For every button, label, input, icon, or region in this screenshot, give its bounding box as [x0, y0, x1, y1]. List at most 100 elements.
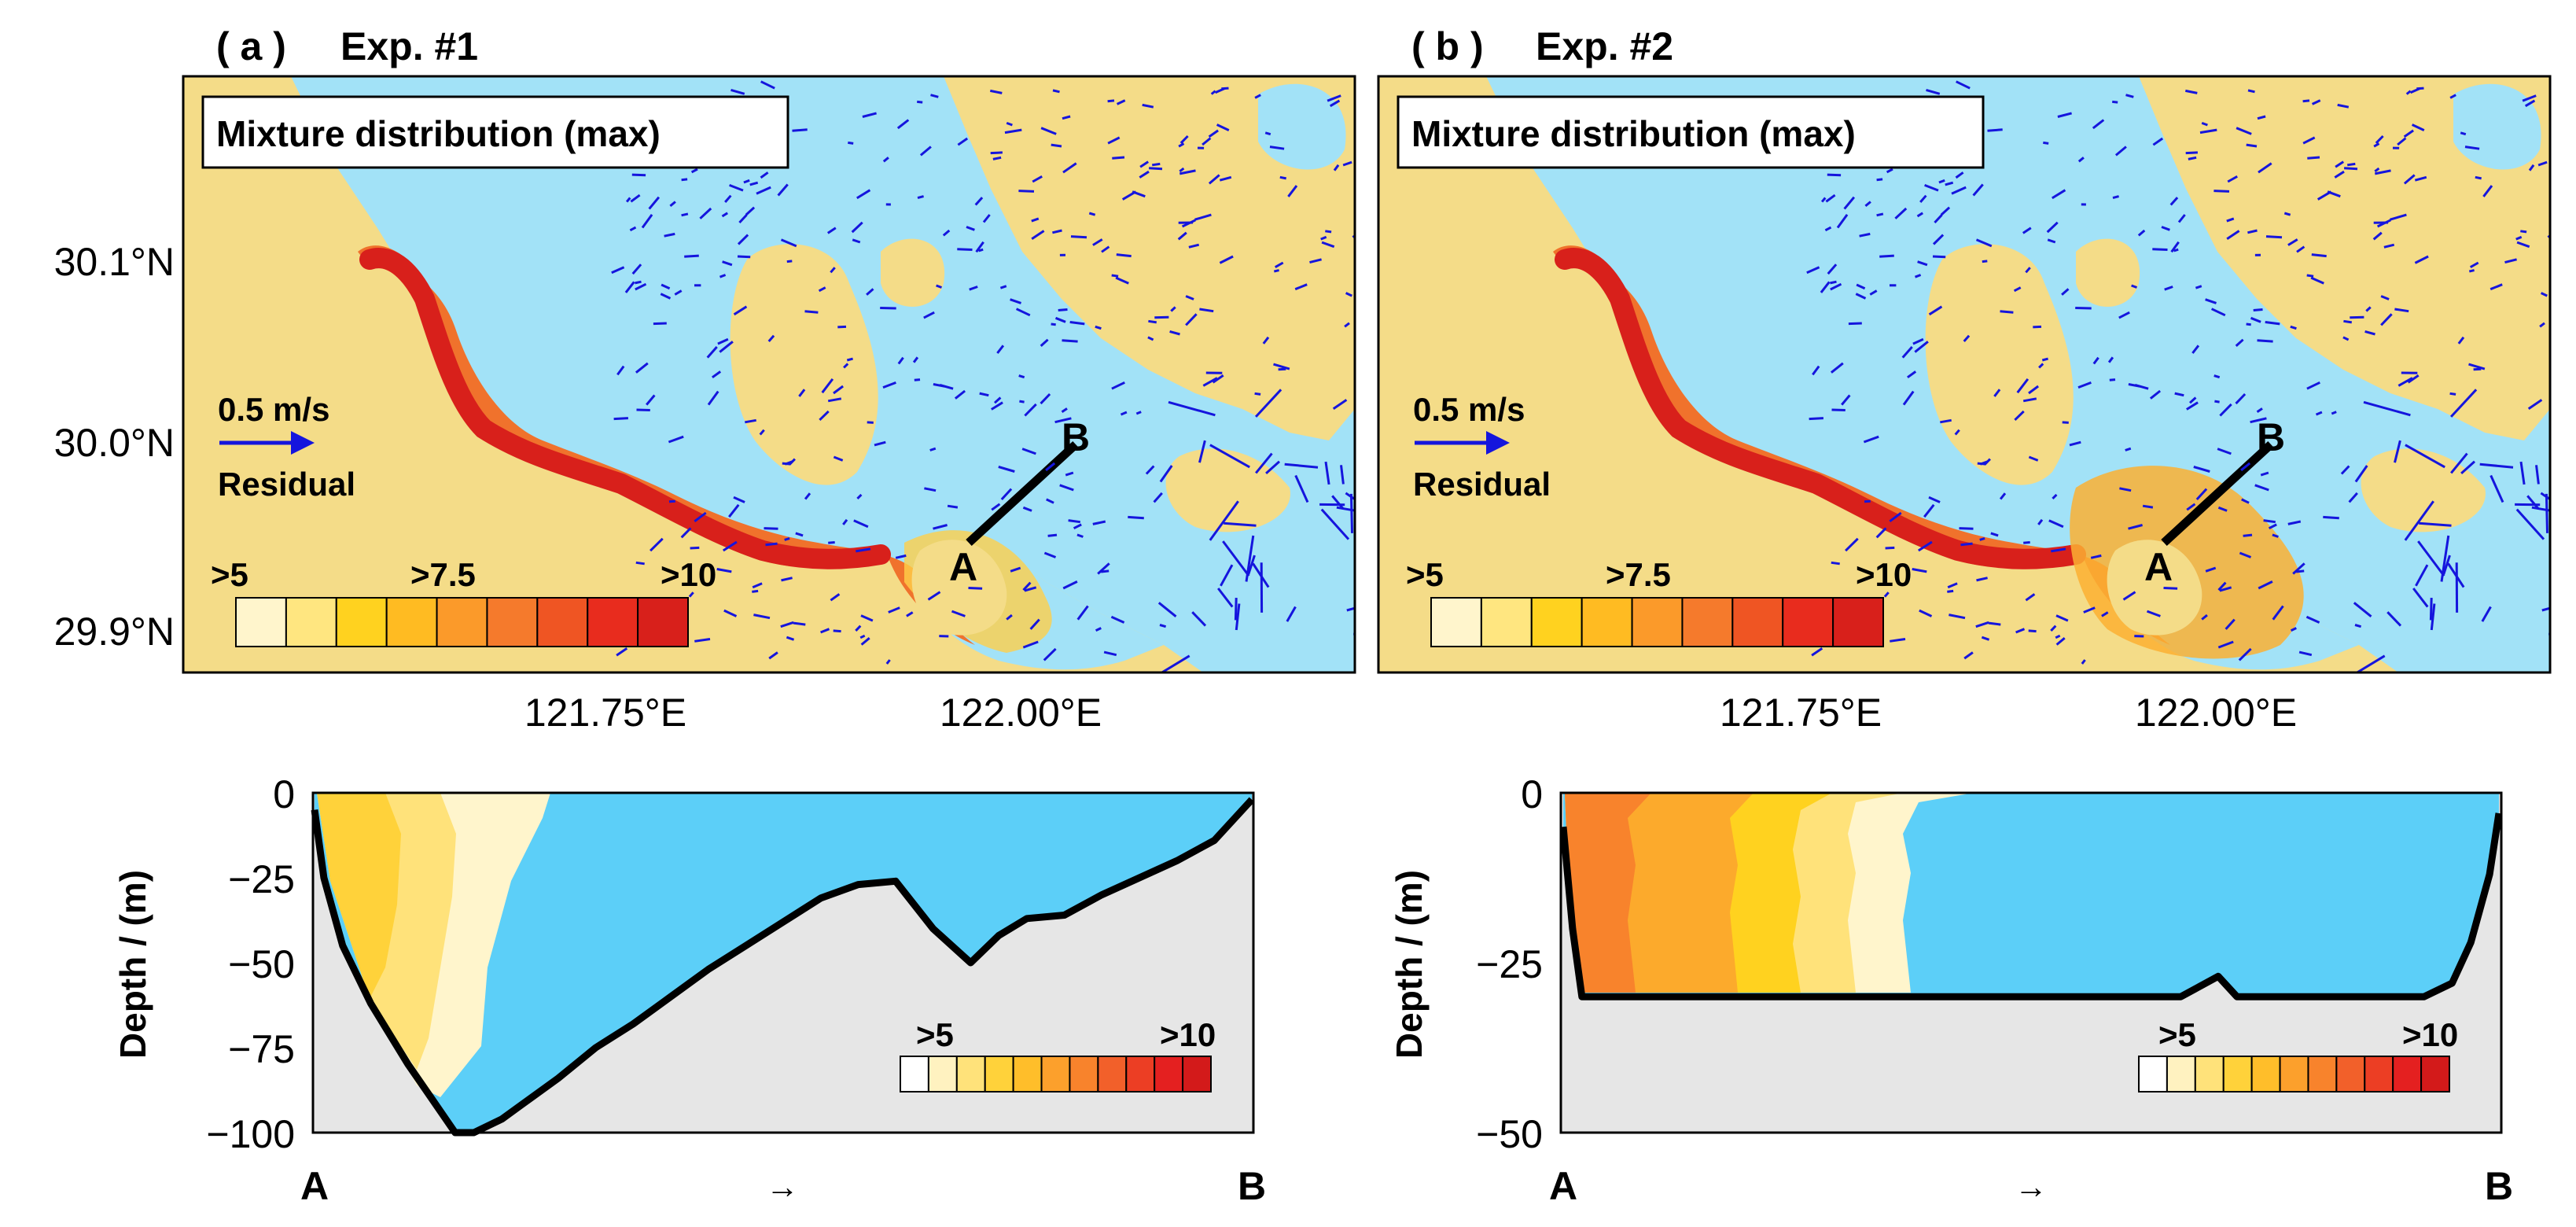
velocity-vector — [1046, 498, 1054, 504]
velocity-vector — [1955, 171, 1964, 179]
velocity-vector — [2363, 400, 2411, 417]
velocity-vector — [1912, 337, 1924, 345]
velocity-vector — [1010, 298, 1021, 304]
velocity-vector — [1830, 362, 1844, 374]
velocity-vector — [1219, 175, 1232, 182]
velocity-vector — [1914, 274, 1922, 278]
velocity-vector — [1147, 336, 1154, 341]
velocity-vector — [1928, 305, 1943, 316]
velocity-vector — [1110, 615, 1125, 624]
velocity-vector — [2296, 245, 2306, 253]
velocity-vector — [1191, 611, 1207, 627]
velocity-vector — [1876, 178, 1883, 182]
velocity-vector — [664, 232, 675, 238]
velocity-vector — [936, 284, 943, 289]
velocity-vector — [982, 214, 991, 223]
section-colorbar-swatch-3 — [984, 1056, 1014, 1093]
velocity-vector — [1139, 160, 1150, 168]
velocity-vector — [1010, 566, 1021, 573]
velocity-vector — [707, 390, 719, 406]
velocity-vector — [690, 546, 700, 550]
velocity-vector — [760, 80, 775, 90]
velocity-vector — [968, 587, 983, 590]
velocity-vector — [1346, 606, 1355, 612]
velocity-vector — [1031, 217, 1040, 223]
velocity-vector — [1294, 474, 1309, 503]
lat-tick-30.1: 30.1°N — [54, 240, 175, 284]
velocity-vector — [749, 181, 759, 186]
velocity-vector — [2052, 189, 2066, 200]
velocity-vector — [668, 435, 684, 444]
velocity-vector — [1273, 269, 1279, 273]
velocity-vector — [2191, 345, 2200, 354]
velocity-vector — [1963, 334, 1971, 342]
velocity-vector — [2430, 603, 2436, 631]
velocity-vector — [1222, 540, 1250, 577]
velocity-vector — [1831, 408, 1846, 411]
velocity-vector — [1324, 461, 1330, 485]
velocity-vector — [2390, 213, 2407, 221]
legend-title: Mixture distribution (max) — [216, 113, 661, 154]
velocity-vector — [924, 487, 937, 492]
velocity-vector — [650, 537, 664, 552]
velocity-vector — [1976, 577, 1988, 582]
velocity-vector — [2331, 411, 2337, 415]
velocity-vector — [1058, 308, 1068, 311]
lon-tick-122.00: 122.00°E — [2135, 691, 2297, 735]
velocity-vector — [2568, 652, 2576, 693]
velocity-vector — [2344, 167, 2358, 171]
velocity-vector — [830, 593, 841, 602]
lon-tick-121.75: 121.75°E — [1720, 691, 1882, 735]
velocity-vector — [2247, 89, 2255, 94]
depth-tick-50: −50 — [228, 942, 295, 986]
velocity-vector — [669, 201, 676, 208]
velocity-vector — [2464, 146, 2480, 150]
velocity-vector — [867, 421, 874, 424]
velocity-vector — [2131, 284, 2138, 289]
section-colorbar-swatch-8 — [1125, 1056, 1156, 1093]
velocity-vector — [1321, 241, 1335, 249]
velocity-vector — [1265, 460, 1280, 475]
velocity-vector — [2038, 363, 2044, 369]
velocity-vector — [2199, 128, 2217, 134]
velocity-vector — [895, 554, 907, 559]
point-a-label: A — [949, 545, 977, 589]
island-a — [2107, 540, 2202, 636]
velocity-vector — [625, 197, 631, 203]
velocity-vector — [1101, 245, 1110, 253]
velocity-vector — [1088, 212, 1096, 216]
point-b-label: B — [2257, 415, 2285, 459]
velocity-vector — [2383, 243, 2395, 249]
velocity-vector — [1264, 131, 1271, 136]
velocity-vector — [1309, 258, 1322, 264]
map-colorbar-swatch-5 — [486, 597, 539, 647]
velocity-vector — [733, 496, 745, 503]
velocity-vector — [1993, 389, 2001, 397]
velocity-vector — [2272, 533, 2279, 538]
velocity-vector — [2386, 611, 2402, 627]
section-colorbar-swatch-6 — [1069, 1056, 1099, 1093]
velocity-vector — [1885, 546, 1895, 550]
velocity-vector — [833, 455, 844, 462]
velocity-vector — [2134, 383, 2149, 390]
velocity-vector — [2077, 157, 2085, 163]
velocity-vector — [2081, 659, 2086, 665]
velocity-vector — [2541, 606, 2550, 612]
velocity-vector — [1951, 186, 1967, 195]
panel-b-letter: ( b ) — [1411, 24, 1484, 68]
velocity-vector — [2075, 307, 2092, 310]
velocity-vector — [2520, 230, 2527, 234]
velocity-vector — [1185, 313, 1198, 326]
velocity-vector — [927, 591, 941, 601]
map-colorbar-swatch-5 — [1681, 597, 1734, 647]
velocity-vector — [979, 392, 989, 397]
lat-tick-30.0: 30.0°N — [54, 421, 175, 465]
velocity-vector — [998, 466, 1015, 473]
velocity-vector — [719, 274, 727, 278]
velocity-vector — [819, 410, 830, 421]
velocity-vector — [1018, 374, 1025, 379]
velocity-vector — [859, 634, 866, 639]
velocity-vector — [2473, 367, 2482, 371]
velocity-vector — [737, 234, 749, 245]
colorbar-map-a — [235, 597, 689, 647]
